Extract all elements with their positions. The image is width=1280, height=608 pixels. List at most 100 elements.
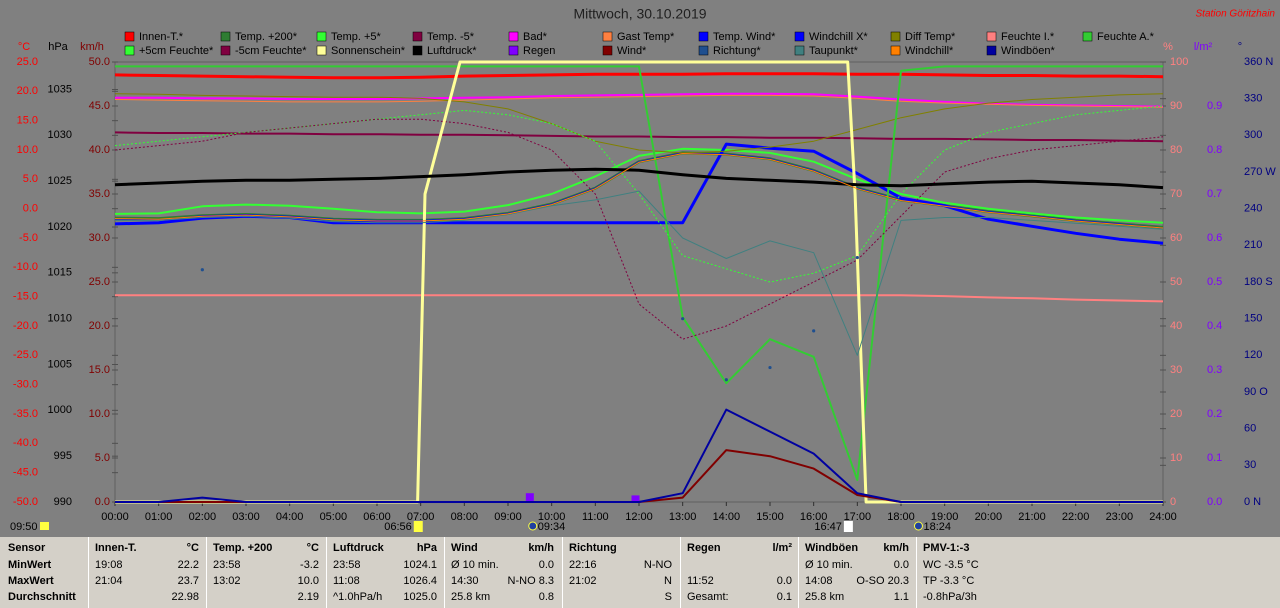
y-tick-label: 10 bbox=[1170, 452, 1182, 464]
y-tick-label: -10.0 bbox=[13, 261, 38, 273]
sun-marker bbox=[843, 521, 853, 532]
series-line bbox=[114, 142, 1164, 245]
legend-label: Taupunkt* bbox=[809, 45, 859, 57]
series-line bbox=[115, 60, 1163, 504]
column-name: Temp. +200 bbox=[213, 542, 273, 554]
y-tick-label: 25.0 bbox=[17, 56, 38, 68]
y-tick-label: 1025 bbox=[48, 175, 72, 187]
cell-right: O-SO 20.3 bbox=[856, 575, 909, 587]
cell-left: 23:58 bbox=[213, 559, 241, 571]
column-unit: °C bbox=[306, 542, 319, 554]
cell-right: 0.1 bbox=[776, 591, 792, 603]
cell-left: 11:08 bbox=[333, 575, 360, 587]
series-line bbox=[115, 408, 1163, 503]
chart-title: Mittwoch, 30.10.2019 bbox=[573, 6, 706, 22]
y-tick-label: 0.5 bbox=[1207, 276, 1222, 288]
cell-left: 14:30 bbox=[451, 575, 479, 587]
column-unit: km/h bbox=[883, 542, 909, 554]
x-tick-label: 19:00 bbox=[931, 511, 959, 523]
x-tick-label: 17:00 bbox=[844, 511, 872, 523]
stats-column: Windböen km/h Ø 10 min. 0.0 14:08 O-SO 20.3 25… bbox=[798, 537, 913, 608]
y-tick-label: 20.0 bbox=[89, 320, 110, 332]
cell-left: TP -3.3 °C bbox=[923, 575, 975, 587]
x-tick-label: 06:00 bbox=[363, 511, 391, 523]
y-tick-label: 20.0 bbox=[17, 85, 38, 97]
series-line bbox=[114, 118, 1164, 340]
legend-label: Temp. Wind* bbox=[713, 31, 776, 43]
y-tick-label: 5.0 bbox=[95, 452, 110, 464]
cell-left: 25.8 km bbox=[451, 591, 491, 603]
y-tick-label: 1030 bbox=[48, 129, 72, 141]
y-tick-label: 80 bbox=[1170, 144, 1182, 156]
y-tick-label: -20.0 bbox=[13, 320, 38, 332]
cell-right: 22.2 bbox=[177, 559, 199, 571]
row-label: Sensor bbox=[8, 542, 46, 554]
stats-cell: S bbox=[569, 591, 672, 605]
legend-swatch bbox=[220, 31, 231, 42]
series-line bbox=[114, 153, 1164, 229]
stats-column: Innen-T. °C 19:08 22.2 21:04 23.7 22.98 bbox=[88, 537, 203, 608]
column-name: Wind bbox=[451, 542, 478, 554]
cell-left: 25.8 km bbox=[805, 591, 845, 603]
stats-cell: 11:52 0.0 bbox=[687, 575, 792, 589]
legend-label: Feuchte I.* bbox=[1001, 31, 1055, 43]
cell-right: S bbox=[664, 591, 672, 603]
y-tick-label: 150 bbox=[1244, 313, 1262, 325]
chart: Mittwoch, 30.10.2019 Station Göritzhain … bbox=[10, 5, 1277, 533]
y-tick-label: 0.9 bbox=[1207, 100, 1222, 112]
stats-column: Wind km/h Ø 10 min. 0.0 14:30 N-NO 8.3 25.8 km… bbox=[444, 537, 558, 608]
x-tick-label: 18:00 bbox=[887, 511, 915, 523]
y-tick-label: 0.0 bbox=[95, 496, 110, 508]
y-tick-label: 0.6 bbox=[1207, 232, 1222, 244]
y-tick-label: 60 bbox=[1170, 232, 1182, 244]
x-tick-label: 10:00 bbox=[538, 511, 566, 523]
cell-right: 23.7 bbox=[177, 575, 199, 587]
y-tick-label: -25.0 bbox=[13, 349, 38, 361]
cell-right: -3.2 bbox=[300, 559, 319, 571]
x-tick-label: 02:00 bbox=[189, 511, 217, 523]
legend-swatch bbox=[508, 45, 519, 56]
x-tick-label: 01:00 bbox=[145, 511, 173, 523]
y-tick-label: 20 bbox=[1170, 408, 1182, 420]
y-tick-label: -45.0 bbox=[13, 467, 38, 479]
column-header: PMV-1:-3 bbox=[923, 542, 997, 556]
x-tick-label: 22:00 bbox=[1062, 511, 1090, 523]
stats-column: Temp. +200 °C 23:58 -3.2 13:02 10.0 2.19 bbox=[206, 537, 323, 608]
y-tick-label: 1005 bbox=[48, 358, 72, 370]
legend-label: -5cm Feuchte* bbox=[235, 45, 307, 57]
series-line bbox=[115, 294, 1164, 303]
stats-cell: 22:16 N-NO bbox=[569, 559, 672, 573]
legend-swatch bbox=[316, 45, 327, 56]
x-tick-label: 16:00 bbox=[800, 511, 828, 523]
legend-swatch bbox=[890, 45, 901, 56]
y-tick-label: 120 bbox=[1244, 349, 1262, 361]
cell-right: 0.0 bbox=[776, 575, 792, 587]
legend-label: Temp. +200* bbox=[235, 31, 298, 43]
x-tick-label: 08:00 bbox=[451, 511, 479, 523]
y-tick-label: 1020 bbox=[48, 221, 72, 233]
y-tick-label: 990 bbox=[54, 496, 72, 508]
axis-title: hPa bbox=[48, 41, 68, 53]
y-tick-label: 1010 bbox=[48, 313, 72, 325]
rain-bar bbox=[525, 493, 534, 502]
legend-label: Richtung* bbox=[713, 45, 761, 57]
y-tick-label: -40.0 bbox=[13, 437, 38, 449]
cell-right: 1024.1 bbox=[403, 559, 437, 571]
series-line bbox=[114, 72, 1164, 80]
column-unit: °C bbox=[186, 542, 199, 554]
stats-column: Richtung 22:16 N-NO 21:02 N S bbox=[562, 537, 676, 608]
series-line bbox=[114, 94, 1164, 108]
legend-swatch bbox=[698, 45, 709, 56]
sun-marker bbox=[413, 521, 423, 532]
legend-swatch bbox=[220, 45, 231, 56]
direction-dot bbox=[200, 268, 204, 272]
y-tick-label: 30.0 bbox=[89, 232, 110, 244]
column-header: Regen l/m² bbox=[687, 542, 792, 556]
y-tick-label: 40.0 bbox=[89, 144, 110, 156]
direction-dot bbox=[681, 317, 685, 321]
column-name: Windböen bbox=[805, 542, 859, 554]
y-tick-label: 0.1 bbox=[1207, 452, 1222, 464]
y-tick-label: -15.0 bbox=[13, 291, 38, 303]
legend-swatch bbox=[412, 31, 423, 42]
